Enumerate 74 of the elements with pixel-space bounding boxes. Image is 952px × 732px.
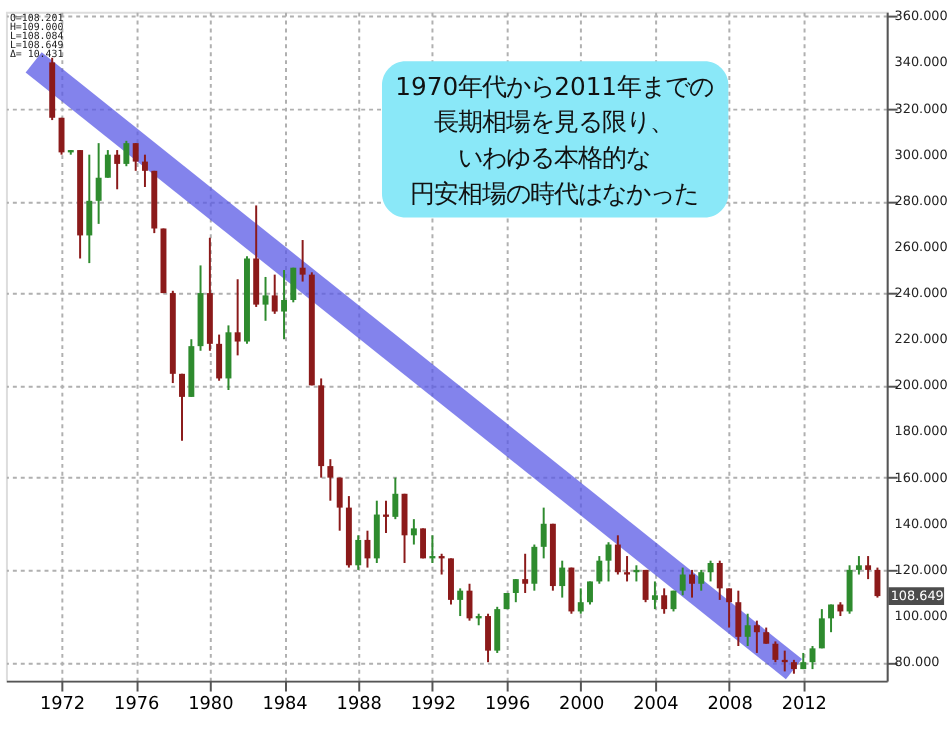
candlestick — [494, 605, 501, 654]
annotation: いわゆる本格的な — [458, 144, 651, 173]
candlestick — [707, 559, 714, 583]
candlestick — [290, 266, 297, 304]
candlestick — [336, 476, 343, 532]
candlestick — [271, 273, 278, 315]
candlestick — [531, 543, 538, 592]
candlestick — [753, 619, 760, 654]
candlestick — [132, 142, 139, 172]
candlestick — [512, 578, 519, 604]
x-tick-label: 2012 — [781, 695, 827, 716]
candlestick — [855, 555, 862, 576]
candlestick — [216, 333, 223, 382]
x-tick-label: 1996 — [484, 695, 531, 716]
candlestick — [225, 324, 232, 391]
candlestick — [679, 566, 686, 597]
annotation: 1970年代から2011年までの — [395, 72, 714, 101]
candlestick — [281, 269, 288, 341]
candlestick — [392, 476, 399, 521]
x-tick-label: 1980 — [188, 695, 235, 716]
x-tick-label: 1976 — [114, 695, 160, 716]
candlestick — [744, 612, 751, 648]
candlestick — [373, 499, 380, 564]
x-tick-label: 1972 — [39, 695, 86, 716]
x-tick-label: 1984 — [262, 695, 309, 716]
candlestick — [179, 372, 185, 442]
candlestick — [614, 534, 621, 576]
candlestick — [410, 518, 417, 546]
x-tick-label: 1992 — [410, 695, 457, 716]
candlestick — [355, 534, 362, 571]
candlestick — [299, 239, 306, 283]
x-tick-label: 2004 — [633, 695, 680, 716]
candlestick — [95, 142, 102, 225]
annotation: 長期相場を見る限り、 — [434, 108, 675, 137]
x-tick-label: 2000 — [559, 695, 606, 716]
candlestick — [420, 527, 427, 560]
candlestick — [698, 568, 705, 592]
candlestick — [522, 552, 529, 594]
candlestick — [735, 589, 742, 648]
candlestick — [141, 153, 148, 188]
annotation: 円安相場の時代はなかった — [410, 179, 699, 208]
candlestick — [104, 149, 111, 179]
candlestick — [364, 529, 371, 569]
candlestick — [587, 580, 593, 606]
candlestick — [448, 557, 454, 606]
candlestick — [828, 603, 835, 634]
x-tick-label: 1988 — [336, 695, 383, 716]
candlestick — [624, 555, 631, 583]
candlestick — [716, 559, 723, 601]
candlestick — [651, 580, 658, 611]
candlestick — [596, 555, 603, 585]
x-tick-label: 2008 — [707, 695, 754, 716]
candlestick — [457, 587, 464, 618]
candlestick — [123, 139, 130, 168]
candlestick — [86, 153, 93, 265]
candlestick — [559, 559, 566, 599]
candlestick — [485, 612, 492, 664]
candlestick — [234, 278, 241, 357]
candlestick — [568, 566, 575, 615]
candlestick — [642, 568, 649, 604]
candlestick — [114, 149, 121, 191]
candlestick — [772, 640, 779, 664]
candlestick — [726, 587, 733, 629]
candlestick — [327, 458, 334, 502]
candlestick — [846, 564, 853, 615]
candlestick — [689, 568, 695, 599]
candlestick — [262, 275, 269, 322]
candlestick — [253, 204, 260, 308]
candlestick — [818, 608, 825, 650]
candlestick — [540, 506, 547, 560]
candlestick — [874, 566, 881, 599]
candlestick — [661, 587, 668, 615]
candlestick — [865, 555, 872, 581]
candlestick — [577, 587, 584, 615]
